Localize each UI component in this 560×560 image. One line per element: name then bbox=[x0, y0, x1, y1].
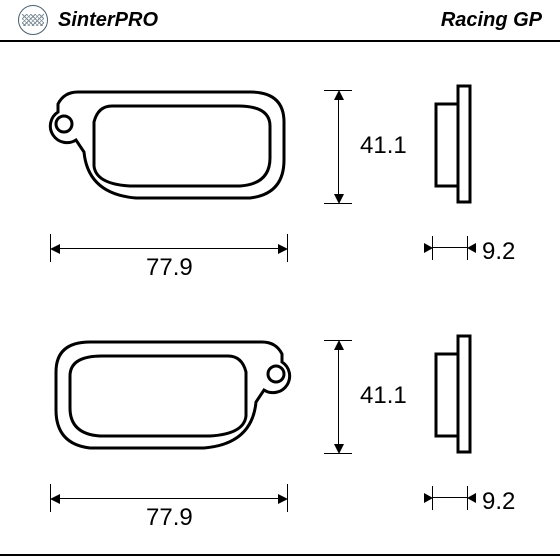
dim-width-label: 77.9 bbox=[146, 254, 193, 282]
header-left: SinterPRO bbox=[18, 5, 158, 35]
pad-front-view-icon bbox=[40, 324, 300, 474]
header: SinterPRO Racing GP bbox=[0, 0, 560, 42]
diagram-area: 41.1 77.9 9.2 bbox=[0, 42, 560, 556]
dim-thickness-label: 9.2 bbox=[482, 238, 515, 266]
brake-pad-bottom: 41.1 77.9 9.2 bbox=[40, 304, 520, 544]
dim-width-label: 77.9 bbox=[146, 504, 193, 532]
dim-thickness bbox=[432, 240, 468, 260]
dim-thickness bbox=[432, 490, 468, 510]
dim-thickness-label: 9.2 bbox=[482, 488, 515, 516]
pad-side-view-icon bbox=[430, 82, 480, 212]
dim-height bbox=[330, 340, 354, 454]
pad-side-view-icon bbox=[430, 332, 480, 462]
dim-height-label: 41.1 bbox=[360, 132, 407, 160]
dim-height bbox=[330, 90, 354, 204]
brand-name: SinterPRO bbox=[58, 9, 158, 32]
brand-logo-icon bbox=[18, 5, 48, 35]
dim-height-label: 41.1 bbox=[360, 382, 407, 410]
brake-pad-top: 41.1 77.9 9.2 bbox=[40, 54, 520, 294]
product-line: Racing GP bbox=[441, 9, 542, 32]
pad-front-view-icon bbox=[40, 74, 300, 224]
